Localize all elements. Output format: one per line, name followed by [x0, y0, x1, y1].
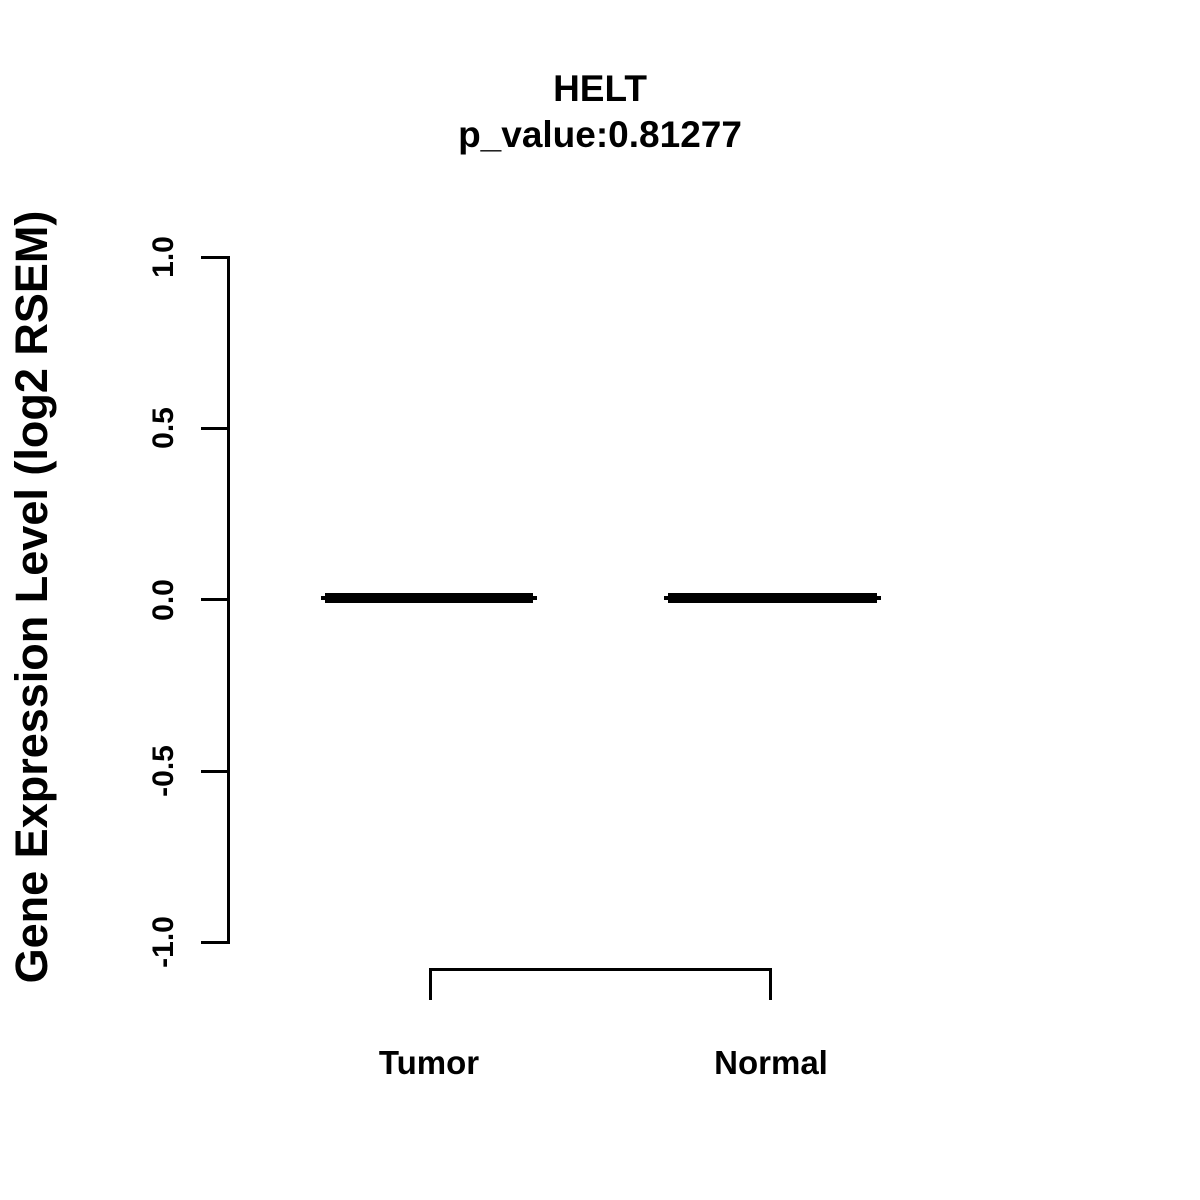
y-axis-tick-1 — [201, 256, 230, 259]
x-category-label-tumor: Tumor — [378, 1044, 480, 1081]
x-category-label-normal: Normal — [714, 1044, 828, 1081]
y-axis-tick-5 — [201, 941, 230, 944]
comparison-bracket-right-end — [769, 968, 772, 1000]
y-axis-tick-2 — [201, 427, 230, 430]
chart-title: HELT — [553, 68, 647, 109]
y-axis-tick-4 — [201, 770, 230, 773]
boxplot-normal-median-bar — [668, 593, 877, 603]
boxplot-tumor-median-bar — [325, 593, 533, 603]
y-tick-label-4: -0.5 — [147, 745, 180, 797]
chart-title-block: HELT p_value:0.81277 — [0, 66, 1200, 158]
y-tick-label-3: 0.0 — [147, 579, 180, 621]
y-tick-label-1: 1.0 — [147, 236, 180, 278]
y-tick-label-5: -1.0 — [147, 916, 180, 968]
chart-subtitle-pvalue: p_value:0.81277 — [458, 114, 742, 155]
comparison-bracket-left-end — [429, 968, 432, 1000]
comparison-bracket-horizontal — [429, 968, 772, 971]
y-tick-label-2: 0.5 — [147, 407, 180, 449]
y-axis-tick-3 — [201, 598, 230, 601]
y-axis-label: Gene Expression Level (log2 RSEM) — [6, 210, 57, 984]
